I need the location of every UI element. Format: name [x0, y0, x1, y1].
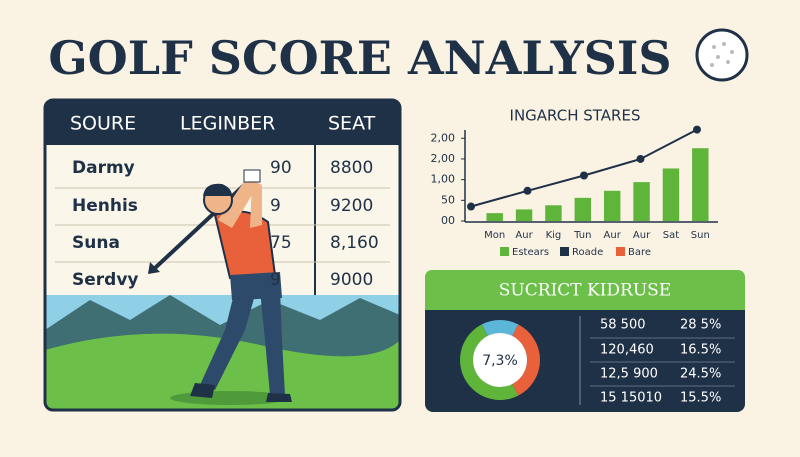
donut-segment: [460, 324, 519, 400]
panel-title: SUCRICT KIDRUSE: [499, 281, 671, 301]
x-tick-label: Sun: [691, 230, 710, 241]
title: GOLF SCORE ANALYSIS: [48, 31, 671, 85]
panel-cell: 120,460: [600, 343, 654, 358]
bar: [574, 197, 592, 221]
table-header: SOURE: [70, 113, 136, 135]
panel-cell: 16.5%: [680, 343, 721, 358]
bar: [603, 190, 621, 221]
table-cell: 8,160: [330, 233, 379, 253]
trend-point: [693, 125, 701, 134]
table-cell: 90: [270, 158, 292, 178]
legend-label: Roade: [572, 247, 603, 258]
table-cell: 8800: [330, 158, 373, 178]
donut-segment: [512, 324, 540, 396]
legend-swatch: [500, 247, 509, 256]
bar: [515, 209, 533, 221]
trend-point: [636, 154, 645, 163]
panel-cell: 58 500: [600, 318, 646, 333]
y-tick-label: 2,00: [431, 131, 456, 144]
table-header: SEAT: [328, 113, 376, 135]
x-tick-label: Tun: [573, 230, 591, 241]
x-tick-label: Sat: [663, 230, 679, 241]
panel-cell: 24.5%: [680, 367, 721, 382]
golfer: [148, 169, 292, 402]
table-cell: 9000: [330, 270, 373, 290]
x-tick-label: Aur: [604, 230, 622, 241]
trend-point: [523, 186, 532, 195]
table-cell: 75: [270, 233, 292, 253]
bar: [545, 205, 562, 221]
legend-swatch: [560, 247, 569, 256]
score-table: [43, 98, 402, 412]
table-cell: 9: [270, 270, 281, 290]
y-tick-label: 50: [441, 193, 455, 206]
table-cell: 9200: [330, 196, 373, 216]
table-cell: Darmy: [72, 158, 135, 178]
legend-swatch: [616, 247, 625, 256]
bar: [692, 148, 709, 221]
x-tick-label: Aur: [515, 230, 533, 241]
legend-label: Bare: [628, 247, 651, 258]
x-tick-label: Aur: [633, 230, 651, 241]
panel-cell: 12,5 900: [600, 367, 658, 382]
panel-cell: 15.5%: [680, 391, 721, 406]
bar-chart: INGARCH STARES: [464, 107, 718, 223]
panel-cell: 15 15010: [600, 391, 662, 406]
legend-label: Estears: [512, 247, 549, 258]
y-tick-label: 1,00: [431, 173, 456, 186]
y-tick-label: 2,00: [431, 152, 456, 165]
donut-segment: [481, 320, 519, 336]
table-cell: Suna: [72, 233, 120, 253]
chart-title: INGARCH STARES: [510, 107, 641, 125]
table-cell: 9: [270, 196, 281, 216]
table-cell: Serdvy: [72, 270, 139, 290]
bar: [486, 213, 503, 221]
trend-point: [580, 171, 588, 180]
x-tick-label: Mon: [484, 230, 505, 241]
trend-point: [467, 202, 475, 211]
donut-label: 7,3%: [482, 353, 518, 369]
y-tick-label: 00: [441, 214, 455, 227]
table-cell: Henhis: [72, 196, 138, 216]
donut-hole: [473, 333, 527, 387]
x-tick-label: Kig: [546, 230, 562, 241]
bar: [633, 182, 650, 221]
table-header: LEGINBER: [180, 113, 275, 135]
bar: [662, 168, 680, 221]
panel-cell: 28 5%: [680, 318, 721, 333]
golf-ball: [695, 28, 749, 82]
